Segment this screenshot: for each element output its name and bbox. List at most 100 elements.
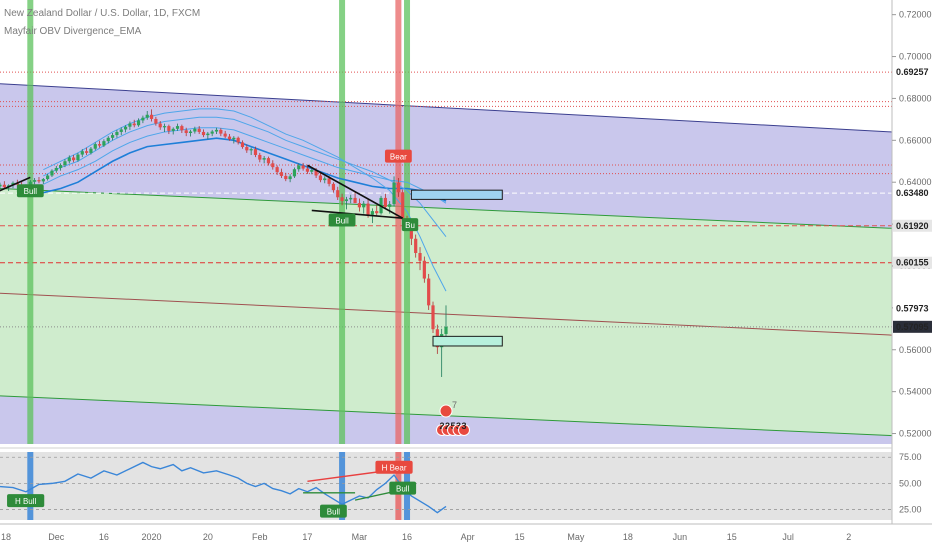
candle: [188, 129, 193, 137]
price-tag-text: 0.63480: [896, 188, 929, 198]
candle-body: [54, 167, 58, 171]
candle: [149, 109, 154, 122]
price-tag-bg: [893, 66, 932, 79]
time-tick-label: Feb: [252, 532, 268, 542]
time-tick-label: 18: [623, 532, 633, 542]
event-count: 2: [445, 421, 450, 431]
candle-body: [266, 158, 271, 164]
candle-body: [154, 118, 158, 124]
event-count: 3: [461, 421, 466, 431]
time-tick-label: 17: [302, 532, 312, 542]
candle: [297, 163, 301, 172]
candle: [184, 127, 188, 137]
candle-body: [340, 197, 344, 202]
candle-body: [344, 199, 349, 202]
candle-body: [167, 126, 171, 131]
channel-midupper-line: [0, 187, 892, 229]
price-tag-text: 0.60155: [896, 258, 929, 268]
candle: [271, 160, 275, 170]
candle-body: [327, 178, 331, 184]
trendline-2: [311, 209, 403, 220]
candle: [106, 136, 110, 144]
price-tag-4: 0.57973: [893, 302, 932, 315]
candle: [76, 152, 80, 162]
candle: [219, 128, 223, 137]
candle-body: [67, 157, 71, 162]
candle-body: [193, 128, 197, 132]
candle: [2, 181, 6, 189]
osc-tick-label: 25.00: [899, 505, 922, 515]
time-tick-label: 16: [99, 532, 109, 542]
candle-body: [353, 197, 357, 204]
time-tick-label: Jul: [782, 532, 794, 542]
candle: [344, 196, 349, 210]
ema-band-2: [43, 116, 447, 237]
channel-upper-line: [0, 83, 892, 133]
signal-label-bull-1-text: Bull: [335, 217, 349, 226]
trendline-0: [0, 176, 31, 192]
osc-signal-label-1: H Bear: [375, 460, 413, 474]
candle: [193, 126, 197, 134]
candle: [310, 167, 314, 175]
candle-body: [197, 128, 201, 132]
osc-signal-label-0-bg: [7, 494, 45, 508]
signal-label-bull-0-text: Bull: [24, 187, 38, 196]
candle: [97, 140, 102, 148]
candle: [227, 134, 232, 141]
candle-body: [115, 131, 119, 136]
candle-body: [297, 165, 301, 170]
candle-body: [37, 180, 41, 182]
time-tick-label: 16: [402, 532, 412, 542]
candle: [232, 136, 236, 144]
candle: [275, 165, 279, 175]
candle: [383, 193, 387, 210]
time-tick-label: 2: [846, 532, 851, 542]
price-tag-3: 0.60155: [893, 256, 932, 269]
candle: [210, 129, 214, 137]
candle-body: [76, 154, 80, 161]
price-tick-label: 0.66000: [899, 135, 932, 145]
candle-body: [288, 176, 292, 180]
candle-body: [409, 226, 413, 239]
candle-body: [80, 151, 84, 155]
candle: [46, 173, 50, 181]
candle-body: [206, 133, 210, 136]
candle: [123, 125, 128, 133]
event-count: 2: [439, 421, 444, 431]
candle-body: [223, 133, 227, 137]
candle: [128, 121, 132, 130]
candle-body: [279, 172, 284, 176]
candle: [279, 168, 284, 179]
signal-label-bull-1-bg: [328, 213, 356, 227]
osc-tick-label: 50.00: [899, 478, 922, 488]
candle: [292, 167, 297, 179]
event-top-count: 7: [452, 400, 457, 410]
trendline-1: [307, 164, 404, 219]
candle-body: [171, 128, 175, 131]
signal-line-2: [395, 0, 402, 444]
price-tag-bg: [893, 256, 932, 269]
candle-body: [388, 204, 392, 207]
candle: [102, 139, 106, 148]
osc-signal-label-2-text: Bull: [327, 508, 341, 517]
candle-body: [210, 131, 214, 134]
candle: [353, 192, 357, 204]
signal-label-bu-3-bg: [401, 218, 419, 232]
candle-body: [444, 326, 448, 335]
event-bubble: [458, 424, 470, 436]
candle-body: [375, 211, 379, 214]
candle: [67, 155, 71, 164]
candle-body: [236, 137, 240, 143]
time-tick-label: Dec: [48, 532, 65, 542]
time-tick-label: Apr: [461, 532, 475, 542]
oscillator-line: [0, 461, 447, 514]
osc-tick-label: 75.00: [899, 452, 922, 462]
price-tick-label: 0.72000: [899, 10, 932, 20]
osc-signal-label-3-bg: [389, 481, 417, 495]
candle-body: [349, 197, 353, 200]
candle-body: [93, 144, 97, 149]
price-tick-label: 0.64000: [899, 177, 932, 187]
candle-body: [258, 154, 262, 160]
osc-signal-label-2-bg: [320, 504, 347, 518]
candle-body: [310, 170, 314, 172]
